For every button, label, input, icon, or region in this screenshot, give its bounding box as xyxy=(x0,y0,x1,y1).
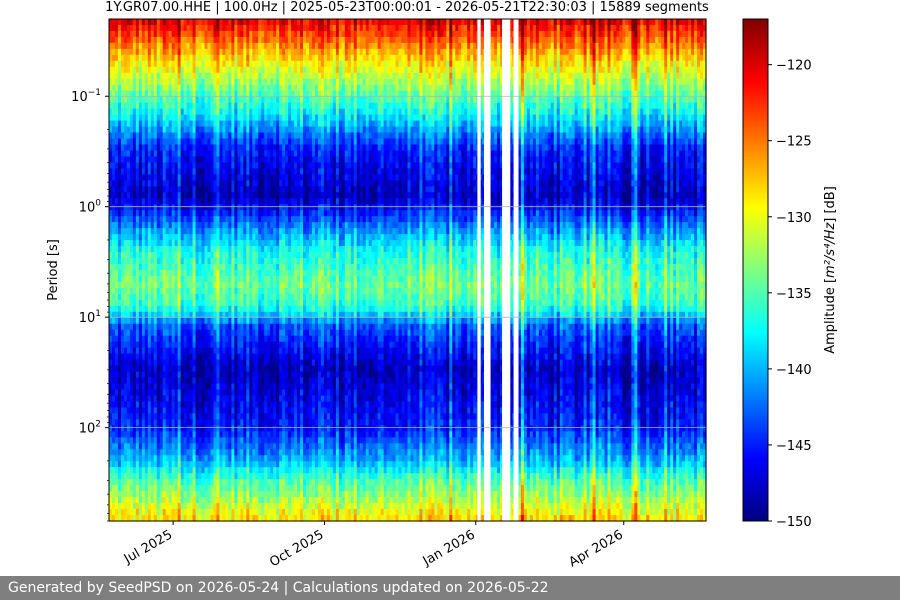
x-tick-label: Jan 2026 xyxy=(420,527,478,569)
x-tick-label: Apr 2026 xyxy=(567,527,626,570)
data-gaps xyxy=(477,19,519,521)
data-gap xyxy=(502,19,511,521)
colorbar-label: Amplitude [m²/s⁴/Hz] [dB] xyxy=(823,186,838,354)
y-tick-label: 102 xyxy=(79,420,101,437)
colorbar-ticks: −120 −125 −130 −135 −140 −145 −150 xyxy=(768,59,812,530)
grid-lines xyxy=(109,95,706,429)
y-axis-label: Period [s] xyxy=(46,239,61,301)
data-gap xyxy=(513,19,519,521)
colorbar xyxy=(742,18,769,522)
footer-bar: Generated by SeedPSD on 2026-05-24 | Cal… xyxy=(0,576,900,600)
chart-title: 1Y.GR07.00.HHE | 100.0Hz | 2025-05-23T00… xyxy=(105,0,709,15)
y-tick-label: 100 xyxy=(79,199,102,216)
y-axis-ticks: 10−1 100 101 102 xyxy=(71,88,109,522)
data-gap xyxy=(477,19,481,521)
data-gap xyxy=(483,19,491,521)
x-tick-label: Jul 2025 xyxy=(121,527,175,567)
colorbar-tick-label: −145 xyxy=(776,439,812,454)
colorbar-tick-label: −150 xyxy=(776,515,812,530)
psd-spectrogram-chart: 1Y.GR07.00.HHE | 100.0Hz | 2025-05-23T00… xyxy=(46,0,838,570)
colorbar-tick-label: −120 xyxy=(776,59,812,74)
colorbar-tick-label: −135 xyxy=(776,287,812,302)
colorbar-tick-label: −125 xyxy=(776,135,812,150)
y-tick-label: 101 xyxy=(79,309,101,326)
footer-text: Generated by SeedPSD on 2026-05-24 | Cal… xyxy=(8,580,549,596)
colorbar-tick-label: −140 xyxy=(776,363,812,378)
x-axis-ticks: Jul 2025 Oct 2025 Jan 2026 Apr 2026 xyxy=(121,521,626,570)
y-tick-label: 10−1 xyxy=(71,88,101,105)
spectrogram-heatmap xyxy=(109,19,707,522)
colorbar-tick-label: −130 xyxy=(776,211,812,226)
plot-frame xyxy=(108,18,707,522)
x-tick-label: Oct 2025 xyxy=(267,527,326,570)
